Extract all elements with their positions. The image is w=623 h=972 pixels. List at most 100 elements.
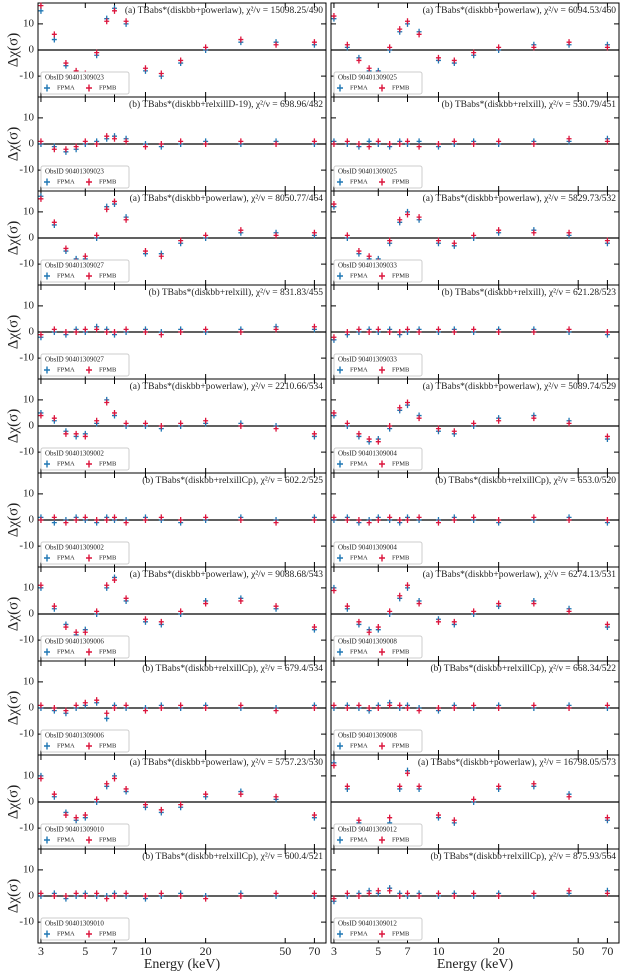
data-point [496, 705, 502, 711]
x-tick-label: 70 [308, 944, 320, 958]
data-point [51, 893, 57, 899]
data-point [51, 219, 57, 226]
legend-label: FPMA [57, 836, 75, 843]
data-point [123, 138, 129, 145]
data-point [311, 517, 317, 523]
data-point [496, 417, 502, 424]
data-point [451, 705, 457, 711]
legend-marker [379, 272, 385, 280]
data-point [416, 783, 422, 790]
legend-label: FPMA [57, 366, 75, 373]
data-point [331, 762, 337, 769]
data-point [471, 232, 477, 239]
data-point [94, 890, 100, 897]
data-point [311, 890, 317, 897]
data-point [604, 44, 610, 51]
data-point [496, 783, 502, 790]
x-axis-label: Energy (keV) [437, 957, 514, 972]
data-point [435, 326, 441, 333]
data-point [311, 705, 317, 711]
data-point [405, 326, 411, 333]
data-point [604, 517, 610, 523]
legend-label: FPMB [392, 930, 410, 937]
legend-marker [337, 554, 343, 562]
data-point [387, 44, 393, 51]
data-point [203, 232, 209, 239]
data-point [366, 65, 372, 72]
x-tick-label: 50 [572, 944, 584, 958]
y-tick-label: -10 [19, 164, 34, 176]
data-point [387, 329, 393, 335]
data-point [51, 415, 57, 422]
legend-box [333, 71, 423, 95]
legend-marker [86, 836, 92, 844]
data-point [178, 420, 184, 427]
legend-marker [86, 460, 92, 468]
data-point [387, 423, 393, 429]
data-point [178, 329, 184, 335]
data-point [38, 7, 44, 14]
legend-obsid: ObsID 90401309027 [45, 356, 104, 364]
data-point [604, 702, 610, 709]
data-point [451, 240, 457, 247]
x-tick-label: 20 [200, 944, 212, 958]
data-point [273, 41, 279, 48]
data-point [344, 783, 350, 790]
data-point [123, 420, 129, 427]
data-point [63, 707, 69, 714]
data-point [331, 895, 337, 902]
panel-title: (a) TBabs*(diskbb+powerlaw), χ²/ν = 9088… [130, 569, 324, 580]
data-point [158, 331, 164, 338]
data-point [142, 801, 148, 808]
data-point [405, 890, 411, 897]
data-point [273, 425, 279, 432]
legend-label: FPMB [392, 178, 410, 185]
data-point [38, 517, 44, 523]
data-point [63, 624, 69, 631]
data-point [471, 49, 477, 56]
x-tick-label: 7 [112, 944, 118, 958]
data-point [356, 893, 362, 899]
data-point [73, 430, 79, 437]
panel-title: (a) TBabs*(diskbb+powerlaw), χ²/ν = 8050… [130, 193, 324, 204]
legend-marker [379, 84, 385, 92]
legend-marker [86, 554, 92, 562]
data-point [356, 817, 362, 824]
legend-marker [44, 554, 50, 562]
legend-marker [44, 84, 50, 92]
legend-label: FPMB [99, 554, 117, 561]
legend-label: FPMB [392, 366, 410, 373]
legend-box [40, 541, 130, 565]
y-tick-label: 10 [23, 205, 35, 217]
data-point [405, 705, 411, 711]
legend-label: FPMB [99, 84, 117, 91]
data-point [604, 433, 610, 440]
data-point [604, 890, 610, 897]
data-point [405, 211, 411, 218]
data-point [387, 887, 393, 894]
data-point [38, 138, 44, 145]
y-tick-label: -10 [19, 352, 34, 364]
y-tick-label: -10 [19, 446, 34, 458]
legend-marker [44, 460, 50, 468]
data-point [123, 595, 129, 602]
legend-label: FPMB [392, 554, 410, 561]
data-point [104, 133, 110, 140]
data-point [531, 141, 537, 147]
panel-title: (b) TBabs*(diskbb+relxill), χ²/ν = 621.2… [442, 287, 617, 298]
data-point [73, 814, 79, 821]
legend-obsid: ObsID 90401309023 [45, 74, 104, 82]
y-tick-label: 10 [23, 581, 35, 593]
y-tick-label: 10 [23, 675, 35, 687]
data-point [112, 577, 118, 584]
data-point [73, 143, 79, 150]
y-tick-label: -10 [19, 540, 34, 552]
data-point [331, 201, 337, 208]
data-point [387, 237, 393, 244]
legend-box [40, 447, 130, 471]
data-point [366, 436, 372, 443]
data-point [82, 433, 88, 440]
data-point [566, 135, 572, 142]
data-point [51, 31, 57, 38]
